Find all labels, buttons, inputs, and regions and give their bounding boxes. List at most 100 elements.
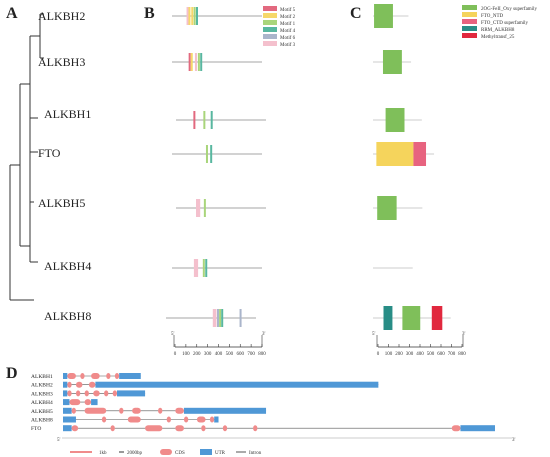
phylogenetic-tree: ALKBH2 ALKBH3 ALKBH1 FTO ALKBH5 ALKBH4 A… [9, 9, 91, 323]
gene-structure-label: ALKBH5 [31, 409, 53, 415]
tree-label-alkbh3: ALKBH3 [38, 55, 85, 69]
motif-axis-tick-label: 200 [193, 352, 201, 357]
gene-cds-exon [196, 416, 206, 423]
motif-legend-label: Motif 5 [280, 8, 296, 13]
domain-box [382, 50, 402, 74]
legend-scale-bp: 2000bp [127, 451, 143, 456]
tree-label-fto: FTO [38, 146, 61, 160]
gene-cds-exon [75, 381, 83, 388]
gene-cds-exon [104, 390, 109, 397]
gene-cds-exon [451, 425, 461, 432]
gene-utr-block [460, 425, 495, 432]
panel-label-c: C [350, 5, 362, 22]
gene-utr-block [63, 399, 70, 406]
gene-legend: 1kb 2000bp CDS UTR Intron [70, 449, 262, 456]
gene-utr-block [119, 373, 141, 379]
domain-axis-tick-label: 300 [406, 352, 414, 357]
motif-box [202, 259, 205, 277]
motif-axis-tick-label: 400 [215, 352, 223, 357]
gene-structure-label: ALKBH4 [31, 400, 53, 406]
domain-legend-swatch [462, 33, 477, 38]
domain-box [385, 108, 405, 132]
gene-cds-exon [80, 373, 85, 379]
motif-box [205, 259, 208, 277]
domain-axis-tick-label: 600 [437, 352, 445, 357]
motif-axis-tick-label: 0 [174, 352, 177, 357]
motif-axis-tick-label: 300 [204, 352, 212, 357]
domain-legend-swatch [462, 12, 477, 17]
gene-utr-block [91, 399, 98, 406]
motif-legend-swatch [263, 13, 277, 18]
motif-box [239, 309, 242, 327]
motif-box [210, 145, 213, 163]
motif-box [200, 53, 203, 71]
motif-legend-swatch [263, 6, 277, 11]
domain-axis-tick-label: 400 [416, 352, 424, 357]
domain-axis-tick-label: 500 [427, 352, 435, 357]
gene-cds-exon [112, 390, 117, 397]
domain-box [377, 196, 397, 220]
motif-legend-label: Motif 3 [280, 43, 296, 48]
motif-box [191, 7, 194, 25]
motif-box [212, 309, 217, 327]
gene-axis-start-label: 5' [57, 438, 61, 443]
gene-cds-exon [201, 425, 206, 432]
motif-box [196, 199, 201, 217]
gene-structure-label: ALKBH8 [31, 418, 53, 424]
domain-axis-end-label: 3' [462, 332, 466, 337]
gene-utr-block [63, 373, 68, 379]
tree-branches [9, 13, 44, 301]
gene-cds-exon [101, 416, 107, 423]
gene-cds-exon [71, 425, 79, 432]
legend-cds-label: CDS [175, 451, 185, 456]
domain-legend-label: 2OG-FeII_Oxy superfamily [481, 7, 537, 12]
gene-cds-exon [106, 373, 111, 379]
panel-label-b: B [144, 5, 155, 22]
gene-cds-exon [222, 425, 228, 432]
motif-box [188, 7, 191, 25]
gene-cds-exon [110, 425, 115, 432]
domain-legend: 2OG-FeII_Oxy superfamily FTO_NTD FTO_CTD s… [462, 5, 537, 40]
motif-legend-label: Motif 1 [280, 22, 296, 27]
domain-panel: 2OG-FeII_Oxy superfamily FTO_NTD FTO_CTD s… [372, 4, 537, 357]
gene-utr-block [63, 416, 76, 423]
motif-box [193, 111, 196, 129]
motif-panel: Motif 5 Motif 2 Motif 1 Motif 4 Motif 6 Motif… [166, 6, 296, 357]
domain-legend-swatch [462, 5, 477, 10]
gene-cds-exon [67, 381, 72, 388]
domain-box [413, 142, 427, 166]
motif-box [203, 199, 206, 217]
tree-label-alkbh8: ALKBH8 [44, 309, 91, 323]
domain-axis-tick-label: 0 [377, 352, 380, 357]
gene-cds-exon [67, 390, 72, 397]
legend-cds-swatch [160, 449, 172, 455]
gene-cds-exon [91, 373, 100, 379]
motif-box [193, 7, 196, 25]
motif-axis-tick-label: 600 [237, 352, 245, 357]
gene-cds-exon [84, 390, 89, 397]
motif-axis-tick-label: 100 [182, 352, 190, 357]
gene-cds-exon [84, 399, 92, 406]
gene-structure-label: ALKBH3 [31, 391, 53, 397]
gene-utr-block [63, 390, 68, 397]
motif-box [210, 111, 213, 129]
gene-cds-exon [253, 425, 258, 432]
gene-cds-exon [75, 390, 81, 397]
motif-legend-swatch [263, 41, 277, 46]
tree-labels: ALKBH2 ALKBH3 ALKBH1 FTO ALKBH5 ALKBH4 A… [38, 9, 91, 323]
domain-axis-tick-label: 700 [448, 352, 456, 357]
gene-cds-exon [93, 390, 100, 397]
motif-rows [166, 7, 266, 327]
tree-label-alkbh1: ALKBH1 [44, 107, 91, 121]
gene-cds-exon [127, 416, 141, 423]
motif-legend-label: Motif 6 [280, 36, 296, 41]
motif-legend-swatch [263, 34, 277, 39]
gene-structure-label: ALKBH1 [31, 374, 53, 380]
domain-rows [373, 4, 451, 330]
gene-utr-block [214, 416, 219, 423]
legend-utr-label: UTR [215, 451, 226, 456]
gene-structure-label: ALKBH2 [31, 383, 53, 389]
gene-cds-exon [175, 425, 184, 432]
motif-axis-tick-label: 700 [247, 352, 255, 357]
